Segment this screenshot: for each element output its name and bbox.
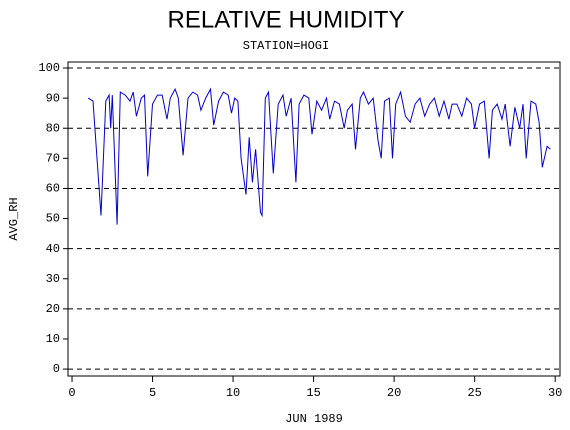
x-tick-label: 15 <box>306 386 320 400</box>
chart-title: RELATIVE HUMIDITY <box>168 6 405 33</box>
x-tick-label: 5 <box>149 386 156 400</box>
x-tick-label: 20 <box>387 386 401 400</box>
x-tick-label: 10 <box>226 386 240 400</box>
y-tick-label: 90 <box>46 91 60 105</box>
y-tick-label: 40 <box>46 242 60 256</box>
x-tick-label: 25 <box>467 386 481 400</box>
y-tick-label: 50 <box>46 212 60 226</box>
y-tick-label: 60 <box>46 182 60 196</box>
y-tick-label: 10 <box>46 332 60 346</box>
y-tick-label: 80 <box>46 121 60 135</box>
y-tick-label: 70 <box>46 152 60 166</box>
plot-frame <box>67 61 561 377</box>
x-axis-label: JUN 1989 <box>285 412 343 426</box>
y-tick-label: 20 <box>46 302 60 316</box>
x-tick-label: 30 <box>548 386 562 400</box>
y-axis-label: AVG_RH <box>7 197 21 240</box>
x-tick-label: 0 <box>68 386 75 400</box>
y-tick-label: 30 <box>46 272 60 286</box>
y-tick-label: 100 <box>38 61 60 75</box>
data-line <box>87 87 551 225</box>
chart-subtitle: STATION=HOGI <box>243 39 329 53</box>
y-tick-label: 0 <box>53 362 60 376</box>
